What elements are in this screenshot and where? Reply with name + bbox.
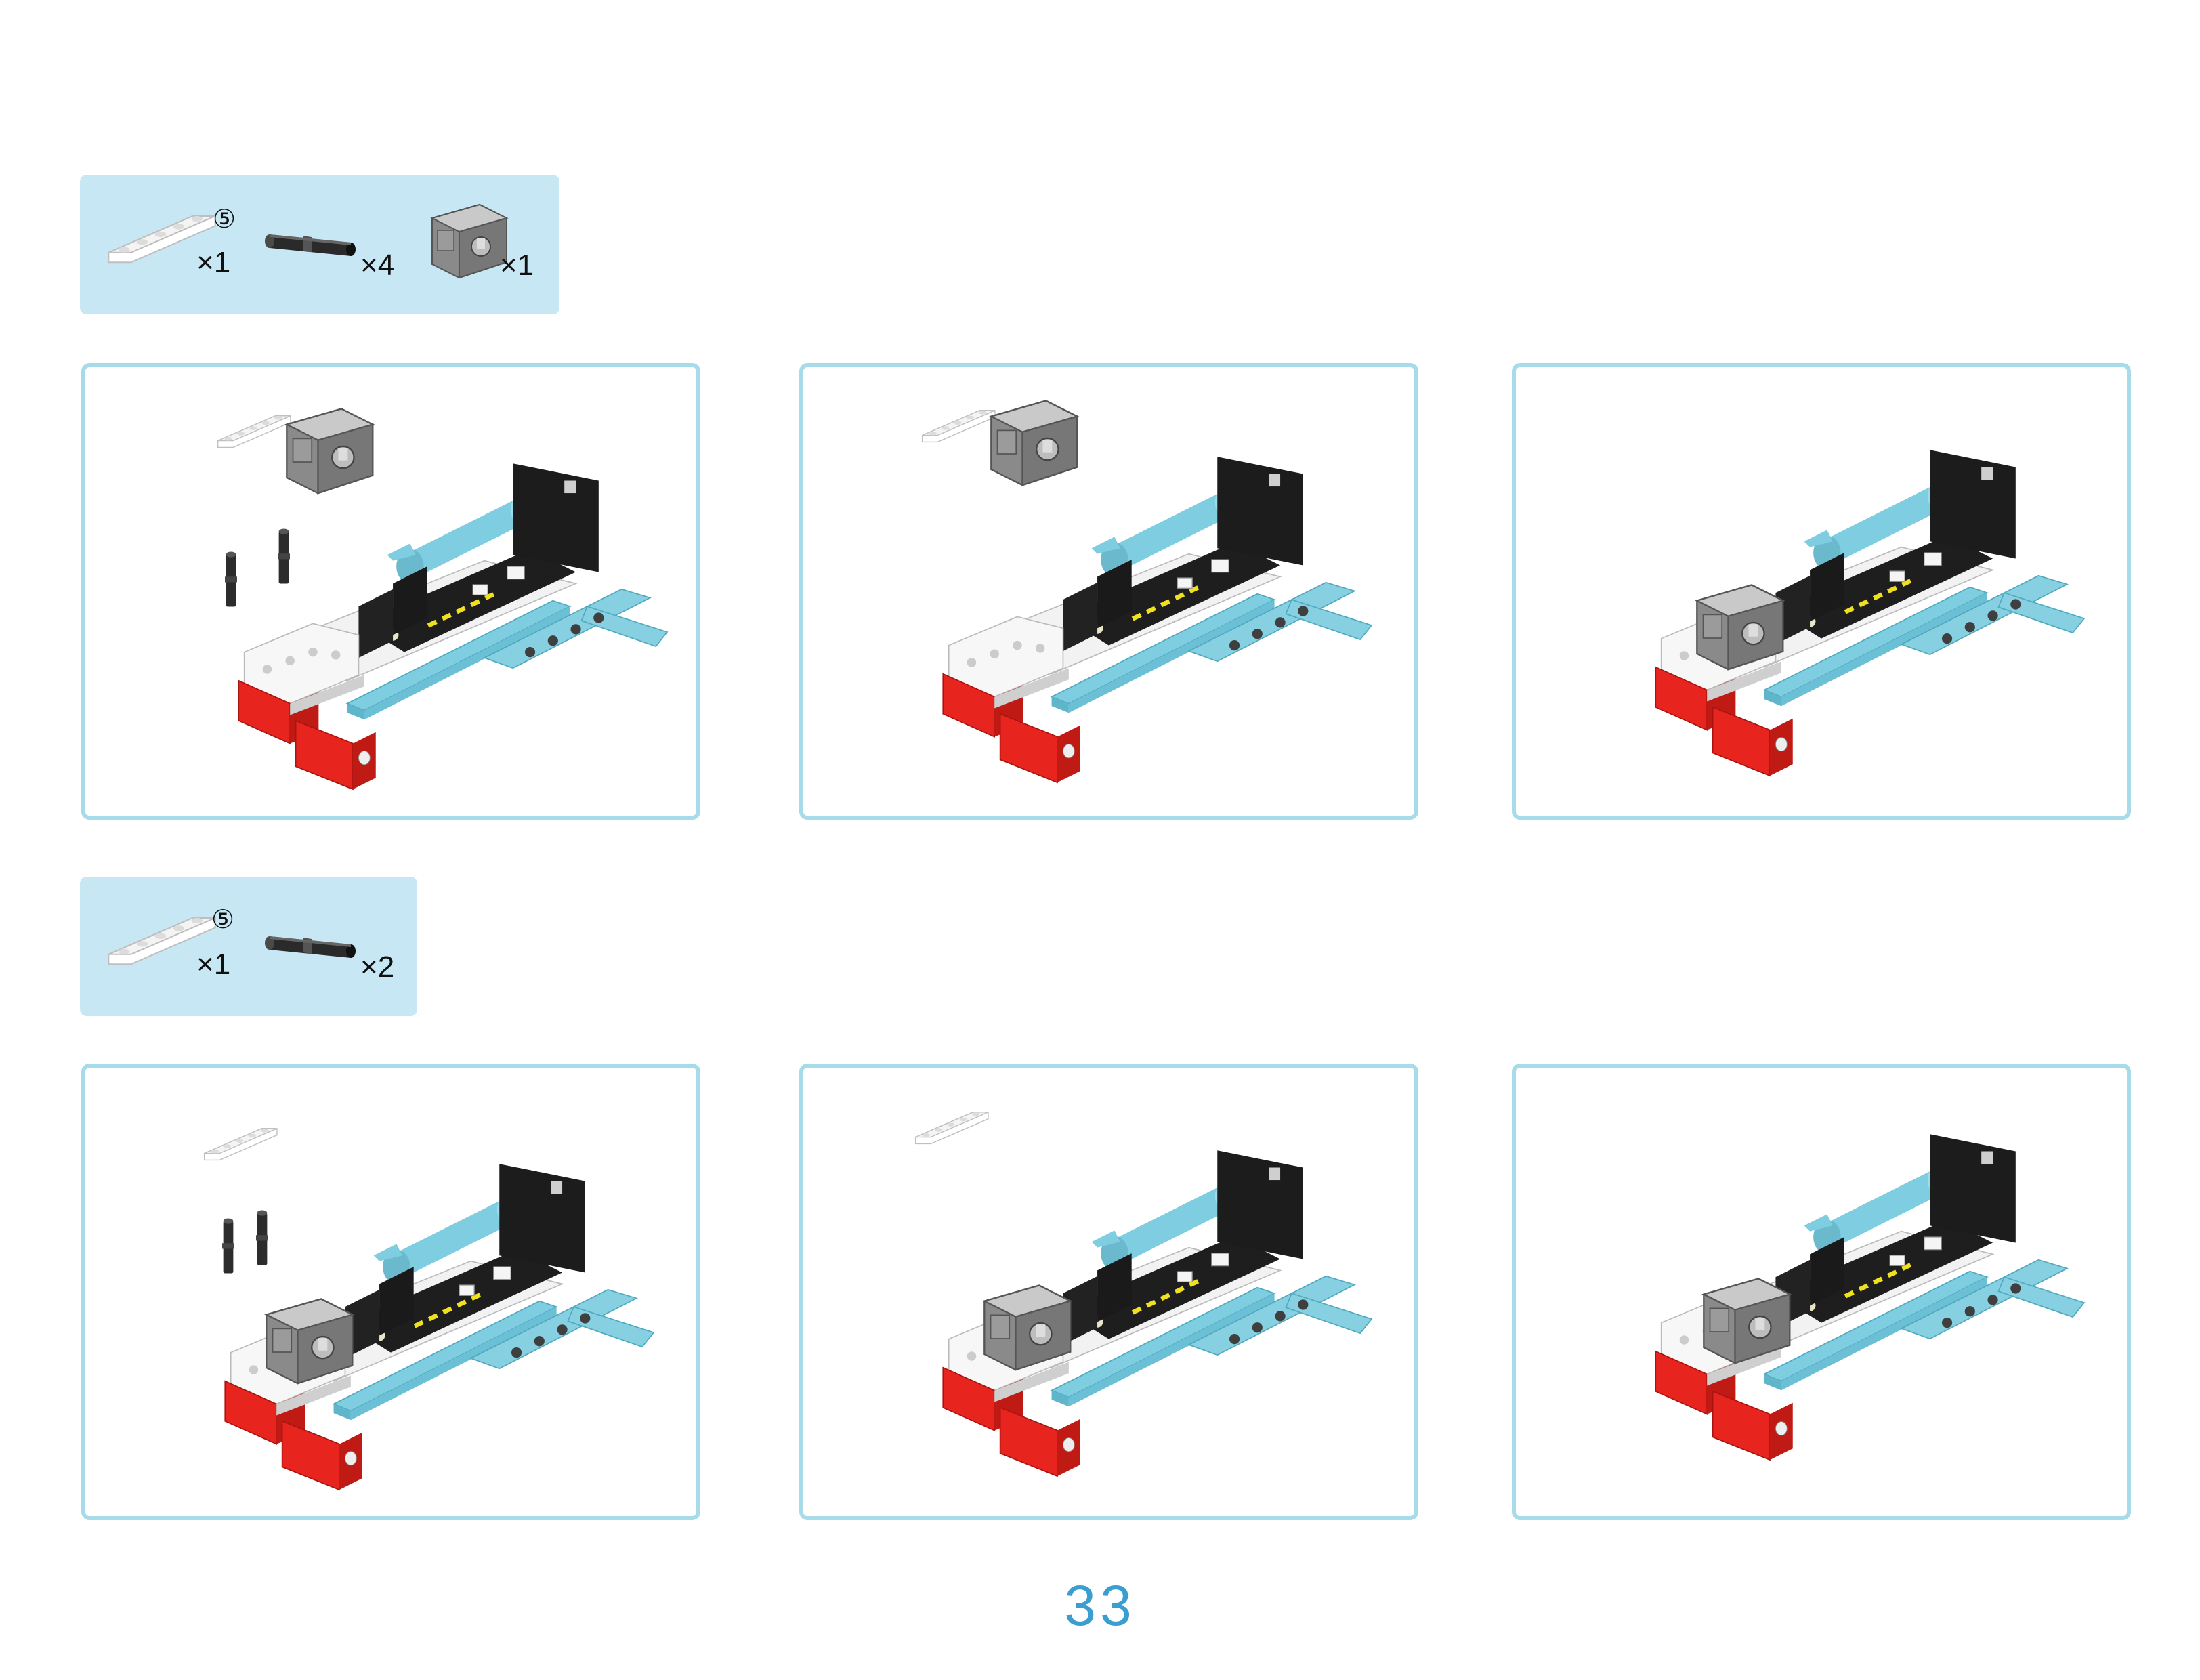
beam-length-label: ⑤ (213, 204, 236, 234)
part-quantity: ×4 (360, 249, 395, 282)
page-number: 33 (1064, 1574, 1136, 1637)
part-quantity: ×1 (196, 948, 231, 981)
robot-assembly-illustration (1604, 1106, 2119, 1471)
part-quantity: ×1 (196, 246, 231, 279)
assembly-panel-6 (1512, 1064, 2131, 1520)
black-pin-icon (263, 924, 364, 965)
servo-part-illustration (966, 1278, 1081, 1379)
servo-part-illustration (1685, 1271, 1800, 1372)
servo-part-illustration (1678, 577, 1794, 679)
assembly-panel-1 (81, 363, 700, 820)
part-quantity: ×1 (500, 249, 534, 282)
black-pin-icon (263, 222, 364, 263)
assembly-panel-2 (799, 363, 1418, 820)
robot-assembly-illustration (891, 428, 1406, 794)
assembly-panel-3 (1512, 363, 2131, 820)
parts-list-step-2: ⑤ ×1 ×2 (80, 877, 417, 1016)
beam-length-label: ⑤ (211, 904, 235, 934)
parts-list-step-1: ⑤ ×1 ×4 ×1 (80, 175, 559, 314)
servo-part-illustration (248, 1291, 363, 1393)
assembly-panel-5 (799, 1064, 1418, 1520)
servo-motor-icon (419, 198, 513, 286)
robot-assembly-illustration (187, 435, 702, 801)
part-quantity: ×2 (360, 950, 395, 984)
assembly-panel-4 (81, 1064, 700, 1520)
